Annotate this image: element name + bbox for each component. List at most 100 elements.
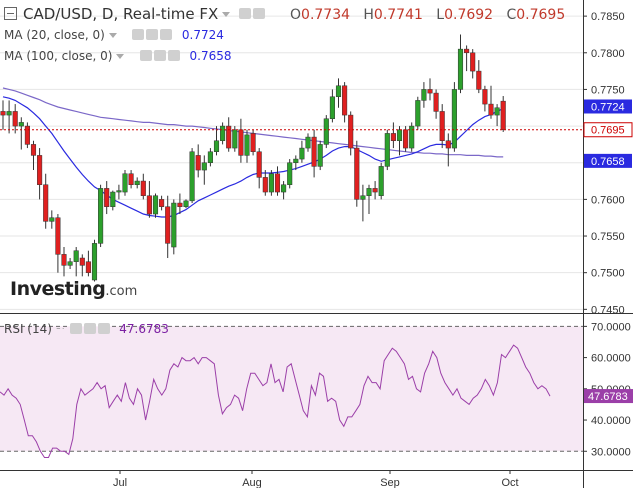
value-tag-label: 0.7695 (591, 125, 625, 137)
eye-icon[interactable] (139, 50, 152, 61)
open-value: 0.7734 (301, 7, 351, 23)
ma20-line (2, 96, 504, 218)
candles-series (0, 34, 506, 282)
close-value: 0.7695 (516, 7, 566, 23)
candle-body (91, 243, 98, 281)
candle-body (189, 151, 195, 202)
rsi-label: RSI (14) (4, 322, 52, 336)
candle-body (165, 206, 171, 244)
ma100-value: 0.7658 (189, 49, 232, 63)
value-tags: 0.7724 0.7695 0.7658 47.6783 (583, 99, 633, 404)
candle-body (433, 92, 439, 112)
eye-icon[interactable] (239, 8, 252, 19)
candle-body (396, 129, 403, 141)
candle-body (274, 173, 281, 193)
rsi-grid (0, 325, 583, 452)
candle-body (262, 177, 268, 193)
x-tick-label: Jul (113, 477, 127, 488)
candle-body (30, 144, 37, 156)
candle-body (226, 125, 232, 149)
candle-body (49, 217, 55, 222)
candle-body (476, 70, 482, 90)
y-tick-label: 0.7750 (591, 84, 625, 96)
candle-body (281, 184, 287, 193)
candle-body (177, 202, 183, 207)
candle-body (500, 100, 506, 130)
gear-icon[interactable] (146, 29, 159, 40)
candle-body (134, 180, 140, 185)
eye-icon[interactable] (132, 29, 145, 40)
candle-body (250, 133, 256, 152)
chevron-down-icon[interactable] (108, 33, 117, 38)
value-tag-label: 0.7658 (591, 156, 625, 168)
rsi-band (0, 326, 583, 452)
candle-body (366, 188, 372, 196)
chart-header: CAD/USD, D, Real-time FX (4, 5, 267, 23)
candle-body (98, 188, 104, 244)
candle-body (415, 100, 421, 127)
candle-body (464, 48, 470, 54)
close-icon[interactable] (167, 50, 180, 61)
ma100-label: MA (100, close, 0) (4, 49, 113, 63)
candle-body (390, 133, 396, 141)
candle-body (37, 155, 43, 185)
rsi-tick-label: 30.0000 (591, 446, 631, 458)
candle-body (201, 162, 207, 171)
candle-body (238, 129, 244, 156)
eye-icon[interactable] (69, 323, 82, 334)
candle-body (73, 250, 79, 262)
candle-body (305, 136, 311, 149)
y-tick-label: 0.7600 (591, 194, 625, 206)
ma100-legend: MA (100, close, 0) 0.7658 (4, 49, 232, 63)
candle-body (171, 202, 177, 248)
candle-body (445, 140, 451, 149)
rsi-tick-label: 60.0000 (591, 353, 631, 365)
chevron-down-icon[interactable] (222, 12, 231, 17)
close-icon[interactable] (160, 29, 173, 40)
x-tick-label: Sep (380, 477, 400, 488)
candle-body (183, 200, 189, 207)
value-tag-ma100 (584, 153, 632, 168)
gear-icon[interactable] (153, 50, 166, 61)
rsi-value: 47.6783 (119, 322, 169, 336)
candle-body (494, 107, 500, 116)
candle-body (372, 188, 378, 193)
candle-body (409, 125, 415, 149)
candle-body (104, 188, 110, 207)
candle-body (323, 118, 329, 145)
candle-body (378, 166, 384, 196)
candle-body (335, 85, 342, 98)
candle-body (24, 125, 30, 145)
collapse-icon[interactable] (4, 7, 17, 20)
logo-domain: .com (105, 284, 138, 299)
time-axis-ticks: Jul Aug Sep Oct (113, 470, 519, 488)
candle-body (360, 195, 366, 200)
eye-icon[interactable] (55, 327, 64, 330)
logo-text: Investing (10, 278, 106, 300)
candle-body (43, 184, 49, 222)
chevron-down-icon[interactable] (116, 54, 125, 59)
gear-icon[interactable] (83, 323, 96, 334)
candle-body (61, 254, 67, 266)
candle-body (159, 199, 165, 207)
rsi-tick-label: 70.0000 (591, 321, 631, 333)
value-tag-label: 0.7724 (591, 101, 625, 113)
close-icon[interactable] (97, 323, 110, 334)
candle-body (348, 114, 354, 149)
candle-body (439, 111, 445, 141)
candle-body (12, 111, 18, 127)
candle-body (152, 195, 159, 215)
symbol-title: CAD/USD, D, Real-time FX (23, 5, 219, 23)
y-tick-label: 0.7500 (591, 268, 625, 280)
candle-body (488, 103, 494, 116)
candle-body (287, 162, 293, 185)
candle-body (470, 52, 476, 72)
candle-body (268, 173, 274, 193)
candle-body (18, 122, 24, 127)
ma20-path (2, 96, 504, 218)
candle-body (421, 89, 427, 101)
candle-body (317, 144, 323, 167)
gear-icon[interactable] (253, 8, 266, 19)
rsi-line (0, 344, 551, 458)
